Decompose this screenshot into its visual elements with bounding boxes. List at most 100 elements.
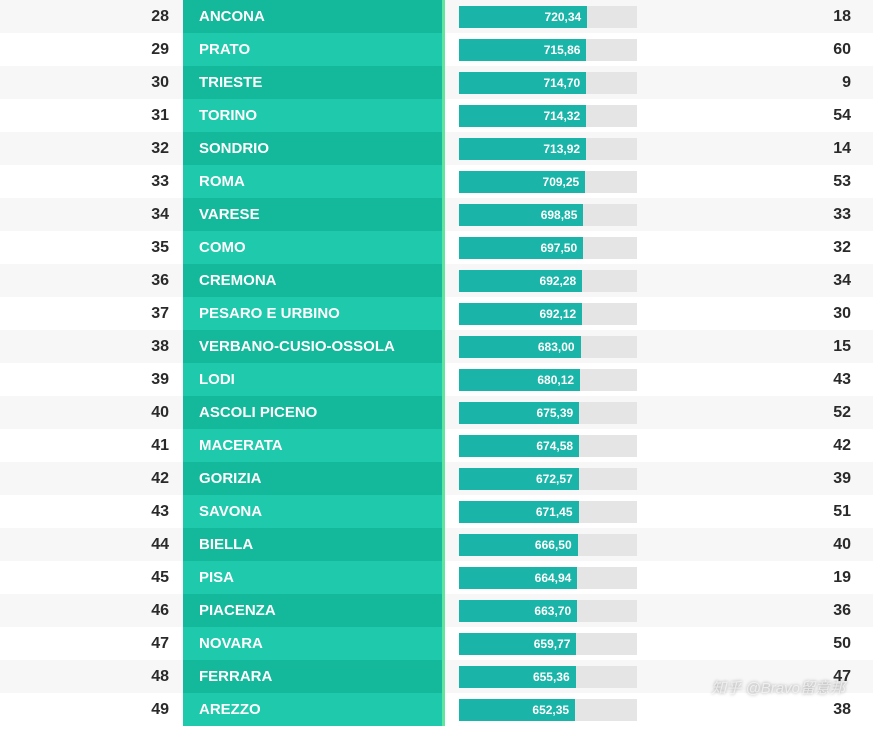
- bar-track: 675,39: [459, 402, 637, 424]
- bar-track: 659,77: [459, 633, 637, 655]
- table-row: 32SONDRIO713,9214: [0, 132, 873, 165]
- table-row: 30TRIESTE714,709: [0, 66, 873, 99]
- bar-fill: 655,36: [459, 666, 576, 688]
- bar-fill: 713,92: [459, 138, 586, 160]
- rank-cell: 28: [0, 0, 183, 33]
- name-cell: PIACENZA: [183, 594, 445, 627]
- bar-cell: 666,50: [445, 528, 647, 561]
- bar-track: 655,36: [459, 666, 637, 688]
- rank-cell: 33: [0, 165, 183, 198]
- bar-track: 683,00: [459, 336, 637, 358]
- bar-value-label: 709,25: [543, 175, 580, 189]
- bar-fill: 659,77: [459, 633, 576, 655]
- name-cell: VARESE: [183, 198, 445, 231]
- rank-cell: 48: [0, 660, 183, 693]
- rank-cell: 36: [0, 264, 183, 297]
- bar-cell: 714,32: [445, 99, 647, 132]
- name-cell: ASCOLI PICENO: [183, 396, 445, 429]
- bar-value-label: 664,94: [535, 571, 572, 585]
- bar-value-label: 720,34: [545, 10, 582, 24]
- bar-cell: 655,36: [445, 660, 647, 693]
- bar-value-label: 680,12: [537, 373, 574, 387]
- right-rank-cell: 54: [647, 99, 873, 132]
- right-rank-cell: 36: [647, 594, 873, 627]
- table-row: 43SAVONA671,4551: [0, 495, 873, 528]
- bar-fill: 715,86: [459, 39, 586, 61]
- bar-fill: 692,28: [459, 270, 582, 292]
- name-cell: PISA: [183, 561, 445, 594]
- table-row: 35COMO697,5032: [0, 231, 873, 264]
- name-cell: MACERATA: [183, 429, 445, 462]
- table-row: 38VERBANO-CUSIO-OSSOLA 683,00 15: [0, 330, 873, 363]
- table-row: 46PIACENZA 663,70 36: [0, 594, 873, 627]
- right-rank-cell: 39: [647, 462, 873, 495]
- right-rank-cell: 50: [647, 627, 873, 660]
- bar-track: 692,12: [459, 303, 637, 325]
- table-row: 47NOVARA659,7750: [0, 627, 873, 660]
- right-rank-cell: 18: [647, 0, 873, 33]
- table-row: 40ASCOLI PICENO 675,39 52: [0, 396, 873, 429]
- bar-track: 697,50: [459, 237, 637, 259]
- rank-cell: 34: [0, 198, 183, 231]
- bar-track: 715,86: [459, 39, 637, 61]
- bar-value-label: 672,57: [536, 472, 573, 486]
- right-rank-cell: 42: [647, 429, 873, 462]
- bar-fill: 714,32: [459, 105, 586, 127]
- rank-cell: 38: [0, 330, 183, 363]
- name-cell: SAVONA: [183, 495, 445, 528]
- right-rank-cell: 60: [647, 33, 873, 66]
- name-cell: AREZZO: [183, 693, 445, 726]
- bar-cell: 683,00: [445, 330, 647, 363]
- rank-cell: 31: [0, 99, 183, 132]
- bar-value-label: 683,00: [538, 340, 575, 354]
- bar-fill: 652,35: [459, 699, 575, 721]
- rank-cell: 46: [0, 594, 183, 627]
- name-cell: VERBANO-CUSIO-OSSOLA: [183, 330, 445, 363]
- bar-value-label: 697,50: [540, 241, 577, 255]
- right-rank-cell: 14: [647, 132, 873, 165]
- rank-cell: 29: [0, 33, 183, 66]
- bar-value-label: 671,45: [536, 505, 573, 519]
- bar-fill: 680,12: [459, 369, 580, 391]
- bar-value-label: 652,35: [532, 703, 569, 717]
- right-rank-cell: 33: [647, 198, 873, 231]
- bar-fill: 692,12: [459, 303, 582, 325]
- bar-fill: 674,58: [459, 435, 579, 457]
- name-cell: GORIZIA: [183, 462, 445, 495]
- name-cell: ANCONA: [183, 0, 445, 33]
- bar-value-label: 715,86: [544, 43, 581, 57]
- rank-cell: 37: [0, 297, 183, 330]
- bar-value-label: 714,70: [544, 76, 581, 90]
- rank-cell: 39: [0, 363, 183, 396]
- table-row: 33ROMA709,2553: [0, 165, 873, 198]
- bar-track: 663,70: [459, 600, 637, 622]
- bar-value-label: 674,58: [536, 439, 573, 453]
- table-row: 44BIELLA666,5040: [0, 528, 873, 561]
- rank-cell: 30: [0, 66, 183, 99]
- bar-cell: 674,58: [445, 429, 647, 462]
- table-row: 45PISA664,9419: [0, 561, 873, 594]
- table-row: 41MACERATA674,5842: [0, 429, 873, 462]
- bar-cell: 672,57: [445, 462, 647, 495]
- rank-cell: 49: [0, 693, 183, 726]
- rank-cell: 44: [0, 528, 183, 561]
- bar-track: 664,94: [459, 567, 637, 589]
- bar-value-label: 713,92: [543, 142, 580, 156]
- right-rank-cell: 9: [647, 66, 873, 99]
- bar-value-label: 698,85: [541, 208, 578, 222]
- right-rank-cell: 30: [647, 297, 873, 330]
- bar-cell: 698,85: [445, 198, 647, 231]
- bar-track: 698,85: [459, 204, 637, 226]
- rank-cell: 45: [0, 561, 183, 594]
- bar-value-label: 692,28: [540, 274, 577, 288]
- bar-cell: 664,94: [445, 561, 647, 594]
- right-rank-cell: 15: [647, 330, 873, 363]
- bar-track: 692,28: [459, 270, 637, 292]
- right-rank-cell: 52: [647, 396, 873, 429]
- bar-value-label: 714,32: [543, 109, 580, 123]
- rank-cell: 40: [0, 396, 183, 429]
- rank-cell: 47: [0, 627, 183, 660]
- table-row: 29PRATO715,8660: [0, 33, 873, 66]
- bar-cell: 692,12: [445, 297, 647, 330]
- bar-cell: 697,50: [445, 231, 647, 264]
